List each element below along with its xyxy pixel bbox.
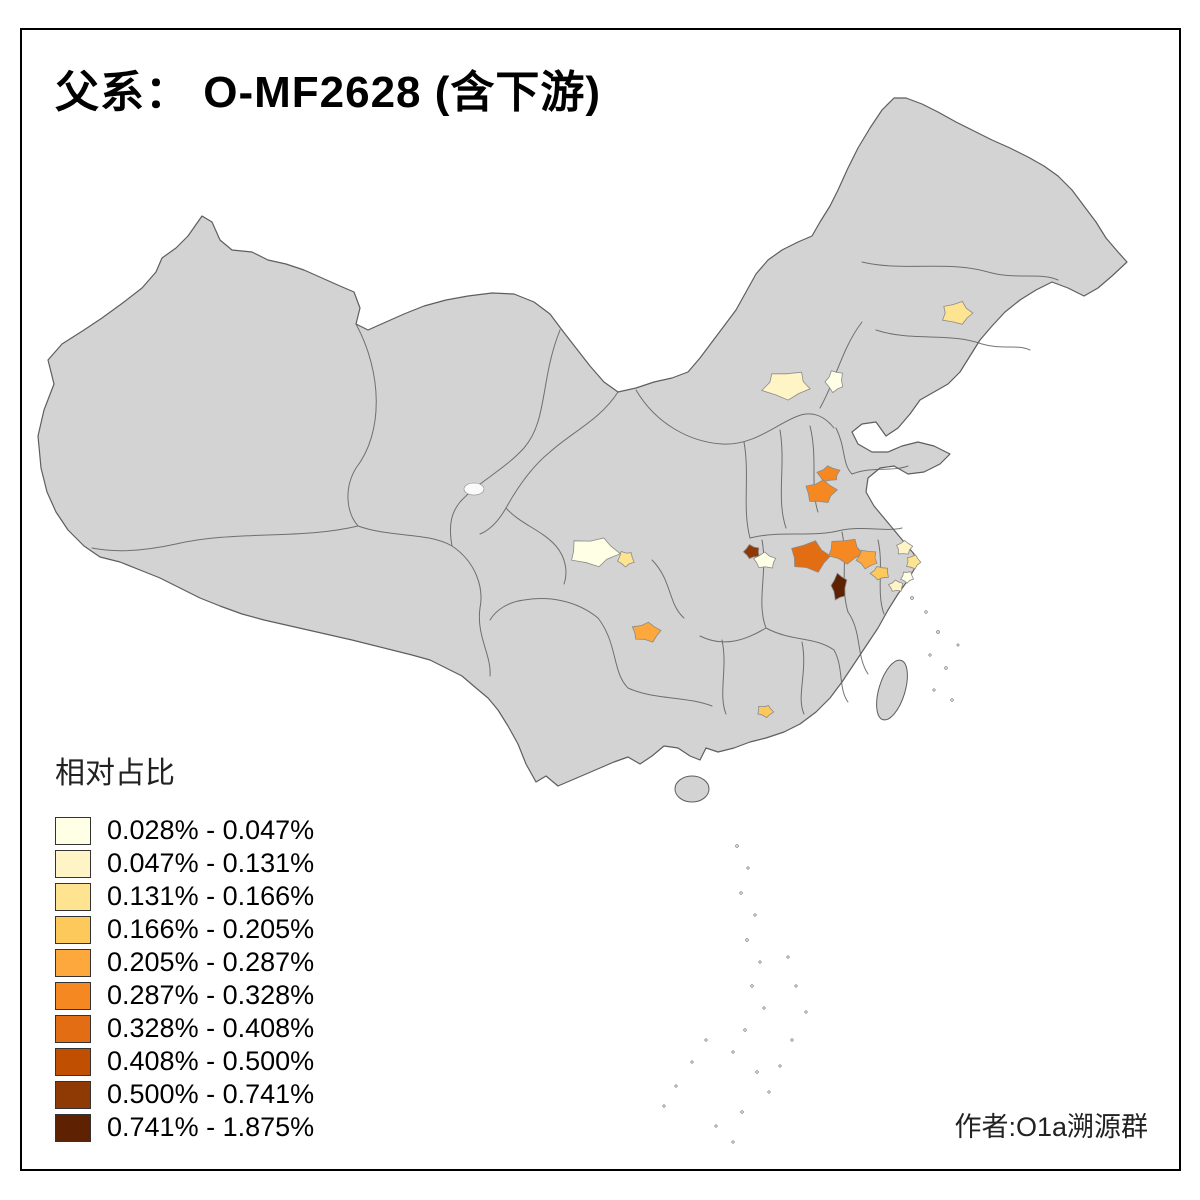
map-region	[855, 549, 878, 570]
map-region	[742, 543, 760, 560]
map-region	[896, 539, 914, 555]
province-borders	[91, 261, 1059, 715]
map-region	[571, 537, 622, 568]
legend-label: 0.500% - 0.741%	[107, 1079, 315, 1109]
map-region	[816, 465, 841, 483]
legend-item: 0.328% - 0.408%	[55, 1012, 314, 1045]
china-landmass	[37, 97, 1128, 787]
legend-swatch	[55, 1047, 91, 1076]
legend-label: 0.205% - 0.287%	[107, 947, 315, 977]
legend-items: 0.028% - 0.047% 0.047% - 0.131% 0.131% - 0…	[55, 814, 314, 1144]
map-region	[631, 621, 662, 643]
map-region	[791, 540, 832, 573]
legend-swatch	[55, 849, 91, 878]
hainan-island	[674, 775, 710, 803]
legend-swatch	[55, 981, 91, 1010]
legend-swatch	[55, 915, 91, 944]
map-region	[617, 550, 635, 568]
attribution: 作者:O1a溯源群	[954, 1112, 1148, 1142]
map-region	[761, 371, 811, 401]
legend-label: 0.047% - 0.131%	[107, 848, 315, 878]
legend-swatch	[55, 1080, 91, 1109]
legend-swatch	[55, 948, 91, 977]
map-region	[757, 705, 775, 719]
legend: 相对占比 0.028% - 0.047% 0.047% - 0.131% 0.131…	[55, 748, 314, 1144]
legend-label: 0.287% - 0.328%	[107, 980, 315, 1010]
legend-item: 0.028% - 0.047%	[55, 814, 314, 847]
legend-title: 相对占比	[55, 757, 175, 790]
map-region	[830, 572, 848, 601]
page-title: 父系： O-MF2628 (含下游)	[55, 68, 602, 117]
legend-swatch	[55, 816, 91, 845]
legend-item: 0.500% - 0.741%	[55, 1078, 314, 1111]
legend-item: 0.047% - 0.131%	[55, 847, 314, 880]
legend-item: 0.166% - 0.205%	[55, 913, 314, 946]
legend-label: 0.328% - 0.408%	[107, 1013, 315, 1043]
taiwan-island	[876, 659, 908, 721]
legend-swatch	[55, 1113, 91, 1142]
legend-item: 0.205% - 0.287%	[55, 946, 314, 979]
map-region	[887, 579, 904, 592]
map-region	[900, 571, 914, 584]
map-region	[824, 370, 844, 394]
lake	[463, 482, 485, 496]
legend-label: 0.166% - 0.205%	[107, 914, 315, 944]
map-region	[828, 538, 864, 565]
map-region	[805, 479, 838, 504]
highlighted-regions	[571, 301, 974, 719]
legend-item: 0.408% - 0.500%	[55, 1045, 314, 1078]
map-region	[906, 554, 922, 570]
map-region	[753, 551, 777, 569]
legend-item: 0.287% - 0.328%	[55, 979, 314, 1012]
legend-swatch	[55, 1014, 91, 1043]
map-region	[869, 566, 889, 581]
map-region	[941, 301, 974, 325]
small-islands	[662, 596, 960, 1144]
legend-label: 0.028% - 0.047%	[107, 815, 315, 845]
legend-label: 0.131% - 0.166%	[107, 881, 315, 911]
legend-label: 0.741% - 1.875%	[107, 1112, 315, 1142]
legend-item: 0.741% - 1.875%	[55, 1111, 314, 1144]
legend-label: 0.408% - 0.500%	[107, 1046, 315, 1076]
legend-item: 0.131% - 0.166%	[55, 880, 314, 913]
legend-swatch	[55, 882, 91, 911]
